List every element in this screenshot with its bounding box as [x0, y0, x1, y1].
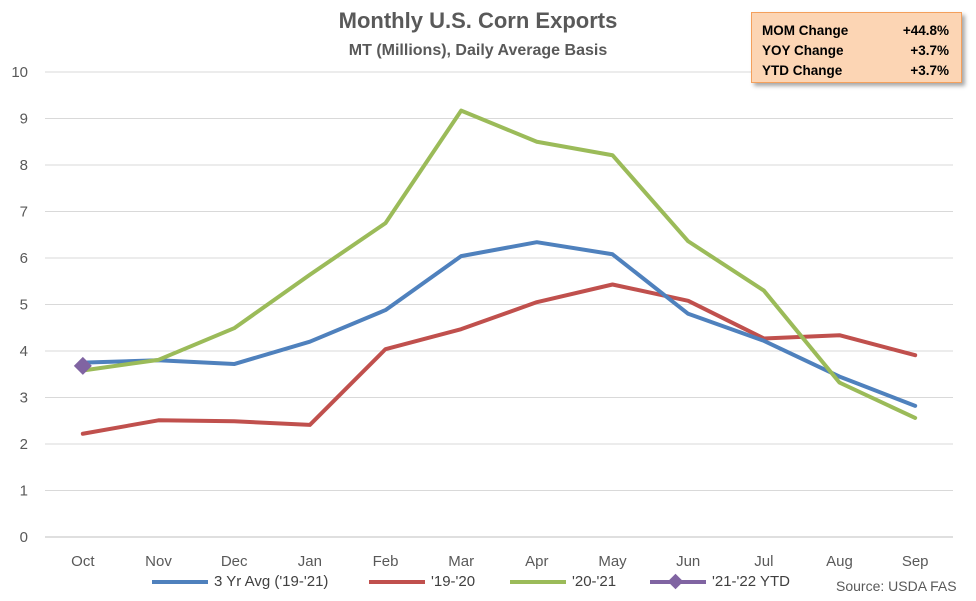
x-tick-label: Feb	[373, 553, 399, 570]
series-marker-diamond	[73, 356, 92, 375]
x-tick-label: Jun	[676, 553, 700, 570]
x-tick-label: Oct	[71, 553, 95, 570]
mom-change-label: MOM Change	[762, 23, 849, 38]
source-note: Source: USDA FAS	[836, 578, 957, 594]
legend-swatch-19-20	[369, 574, 425, 590]
legend-label-21-22-ytd: '21-'22 YTD	[712, 573, 790, 590]
yoy-change-row: YOY Change +3.7%	[762, 41, 949, 61]
legend-label-20-21: '20-'21	[572, 573, 617, 590]
x-tick-label: Jan	[298, 553, 322, 570]
x-tick-label: Jul	[754, 553, 773, 570]
x-tick-label: Dec	[221, 553, 248, 570]
y-tick-label: 0	[20, 529, 28, 546]
y-tick-label: 9	[20, 111, 28, 128]
y-tick-label: 6	[20, 250, 28, 267]
x-tick-label: May	[598, 553, 627, 570]
y-tick-label: 2	[20, 436, 28, 453]
legend-swatch-3yr-avg	[152, 574, 208, 590]
x-tick-label: Aug	[826, 553, 853, 570]
x-tick-label: Nov	[145, 553, 172, 570]
y-tick-label: 7	[20, 204, 28, 221]
y-tick-label: 4	[20, 343, 28, 360]
y-tick-label: 3	[20, 390, 28, 407]
x-tick-label: Apr	[525, 553, 548, 570]
chart-subtitle: MT (Millions), Daily Average Basis	[348, 42, 608, 59]
chart-title: Monthly U.S. Corn Exports	[338, 8, 618, 33]
y-tick-label: 1	[20, 483, 28, 500]
ytd-change-value: +3.7%	[910, 63, 949, 78]
legend-item-3yr-avg: 3 Yr Avg ('19-'21)	[152, 573, 328, 590]
legend-label-3yr-avg: 3 Yr Avg ('19-'21)	[214, 573, 329, 590]
legend-swatch-20-21	[510, 574, 566, 590]
series-line-2	[80, 108, 918, 420]
legend-item-20-21: '20-'21	[510, 573, 616, 590]
ytd-change-label: YTD Change	[762, 63, 843, 78]
legend-item-19-20: '19-'20	[369, 573, 475, 590]
yoy-change-label: YOY Change	[762, 43, 844, 58]
change-summary-box: MOM Change +44.8% YOY Change +3.7% YTD C…	[751, 12, 962, 83]
y-tick-label: 8	[20, 157, 28, 174]
y-tick-label: 10	[11, 64, 28, 81]
ytd-change-row: YTD Change +3.7%	[762, 61, 949, 81]
legend-item-21-22-ytd: '21-'22 YTD	[650, 573, 790, 590]
y-tick-label: 5	[20, 297, 28, 314]
yoy-change-value: +3.7%	[910, 43, 949, 58]
legend-swatch-21-22-ytd	[650, 573, 706, 590]
x-tick-label: Mar	[448, 553, 474, 570]
series-line-0	[80, 240, 918, 408]
series-line-1	[80, 282, 918, 436]
mom-change-row: MOM Change +44.8%	[762, 21, 949, 41]
x-tick-label: Sep	[902, 553, 929, 570]
mom-change-value: +44.8%	[902, 23, 949, 38]
legend-label-19-20: '19-'20	[431, 573, 476, 590]
